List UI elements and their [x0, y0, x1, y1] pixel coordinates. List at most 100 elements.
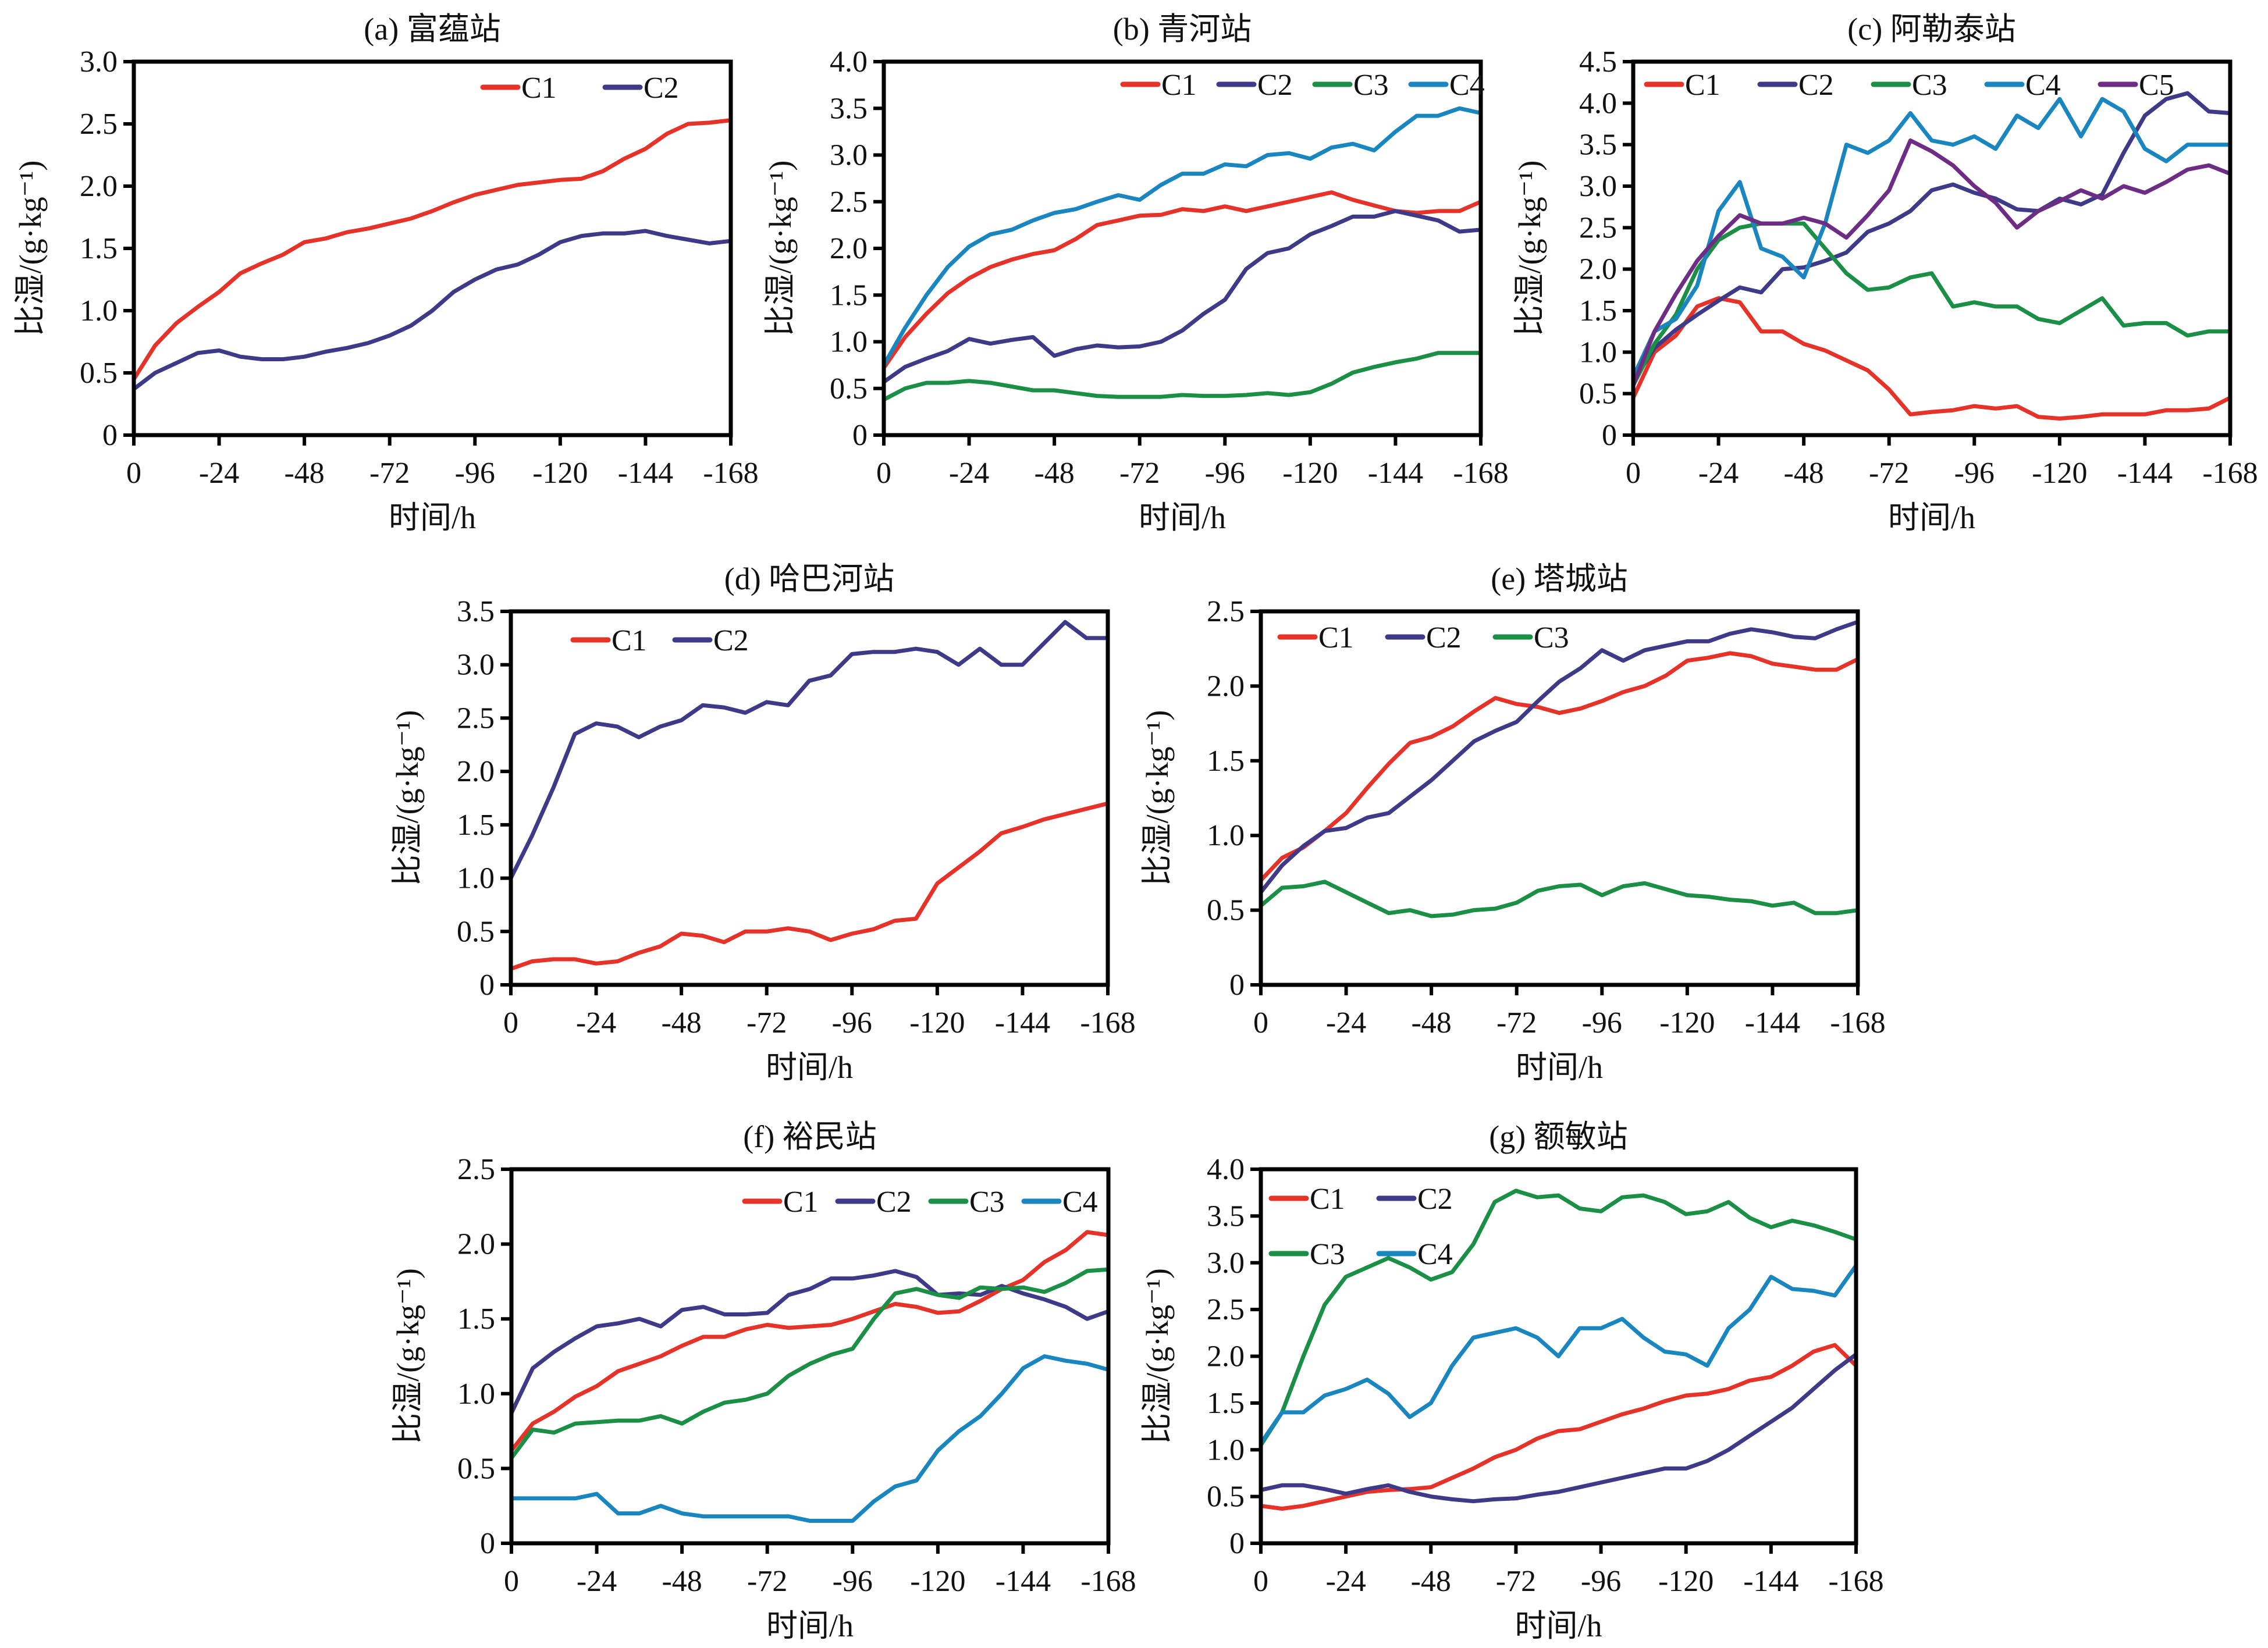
x-tick-label: -96	[832, 1006, 872, 1040]
series-line-c3	[1631, 221, 2233, 387]
panel-title: (f) 裕民站	[743, 1119, 876, 1154]
series-line-c5	[1631, 138, 2233, 387]
x-tick-label: -72	[1119, 457, 1160, 490]
x-tick-label: -144	[1743, 1565, 1798, 1598]
legend-label: C3	[969, 1186, 1005, 1219]
y-tick-label: 1.0	[1579, 336, 1617, 369]
y-tick-label: 0.5	[1207, 1480, 1245, 1514]
series-line-c1	[509, 1230, 1111, 1453]
series-line-c1	[509, 801, 1110, 971]
x-tick-label: -24	[1698, 457, 1739, 490]
y-tick-label: 1.0	[1207, 1433, 1245, 1467]
y-tick-label: 0.5	[457, 915, 495, 948]
x-tick-label: -72	[369, 457, 410, 490]
x-tick-label: -48	[1783, 457, 1823, 490]
legend-item-c2: C2	[1757, 69, 1834, 102]
panel-b: (b) 青河站 0 0.5 1.0 1.5 2.0 2.5 3.0 3.5 4.0 0 -24 -48 -…	[763, 12, 1509, 535]
legend-item-c1: C1	[1644, 69, 1720, 102]
y-tick-label: 2.5	[1579, 211, 1617, 244]
x-tick-label: -24	[1326, 1006, 1366, 1040]
y-tick-label: 2.5	[830, 186, 868, 219]
legend-item-c4: C4	[1376, 1238, 1453, 1271]
legend-label: C1	[1685, 69, 1720, 102]
plot-frame	[509, 1167, 1111, 1546]
legend-label: C2	[1798, 69, 1834, 102]
legend-label: C2	[713, 624, 749, 657]
y-tick-label: 2.5	[1207, 1293, 1245, 1326]
x-tick-label: -96	[1205, 457, 1245, 490]
panel-title: (e) 塔城站	[1491, 561, 1627, 596]
x-tick-label: -168	[1828, 1565, 1883, 1598]
legend-label: C1	[1161, 69, 1197, 102]
y-axis-title: 比湿/(g·kg⁻¹)	[390, 710, 425, 887]
x-tick-label: -120	[910, 1565, 965, 1598]
panel-d: (d) 哈巴河站 0 0.5 1.0 1.5 2.0 2.5 3.0 3.5 0 -24 -48 -72…	[390, 561, 1136, 1085]
x-tick-label: 0	[876, 457, 891, 490]
x-tick-label: -168	[1830, 1006, 1885, 1040]
y-tick-label: 0	[1229, 1527, 1245, 1560]
y-tick-label: 3.0	[457, 649, 495, 682]
legend-label: C4	[2025, 69, 2061, 102]
x-tick-label: 0	[1253, 1006, 1268, 1040]
x-tick-label: -120	[909, 1006, 965, 1040]
x-tick-label: -144	[1368, 457, 1423, 490]
legend-item-c1: C1	[1120, 69, 1197, 102]
x-tick-label: -96	[455, 457, 495, 490]
y-tick-label: 1.5	[457, 1302, 495, 1336]
legend-item-c3: C3	[928, 1186, 1005, 1219]
y-tick-label: 1.0	[1207, 819, 1245, 852]
plot-frame	[1259, 609, 1860, 987]
series-line-c4	[1631, 97, 2233, 379]
legend-label: C1	[1310, 1183, 1345, 1216]
y-tick-label: 0	[1602, 419, 1617, 452]
series-line-c1	[1259, 1343, 1858, 1511]
x-axis-title: 时间/h	[1888, 500, 1975, 535]
legend-label: C1	[521, 72, 557, 105]
panel-title: (c) 阿勒泰站	[1847, 12, 2015, 47]
y-tick-label: 2.5	[457, 1153, 495, 1186]
legend: C1 C2 C3	[1277, 621, 1569, 654]
y-tick-label: 4.0	[1207, 1153, 1245, 1186]
legend-label: C2	[644, 72, 679, 105]
y-tick-label: 2.0	[830, 232, 868, 265]
y-tick-label: 1.5	[457, 809, 495, 842]
y-tick-label: 1.0	[830, 326, 868, 359]
x-tick-label: -48	[1034, 457, 1074, 490]
x-tick-label: -48	[661, 1006, 701, 1040]
x-tick-label: 0	[504, 1565, 519, 1598]
x-axis-title: 时间/h	[1516, 1050, 1603, 1085]
x-tick-label: -120	[1659, 1006, 1715, 1040]
series-line-c2	[509, 620, 1110, 881]
x-tick-label: -48	[1411, 1565, 1451, 1598]
panel-c: (c) 阿勒泰站 0 0.5 1.0 1.5 2.0 2.5 3.0 3.5 4.0 4.5 0 -24…	[1512, 12, 2258, 535]
x-tick-label: -120	[532, 457, 588, 490]
legend-label: C5	[2139, 69, 2174, 102]
legend-label: C4	[1449, 69, 1485, 102]
legend-label: C2	[876, 1186, 912, 1219]
y-tick-label: 2.5	[457, 702, 495, 735]
x-tick-label: -48	[1411, 1006, 1451, 1040]
series-line-c2	[131, 229, 733, 391]
x-tick-label: -72	[746, 1006, 787, 1040]
panel-g: (g) 额敏站 0 0.5 1.0 1.5 2.0 2.5 3.0 3.5 4.0 0 -24 -48 -…	[1140, 1119, 1884, 1643]
legend-item-c2: C2	[1376, 1183, 1453, 1216]
legend-item-c5: C5	[2098, 69, 2174, 102]
legend: C1 C2	[570, 624, 749, 657]
panel-title: (d) 哈巴河站	[724, 561, 894, 596]
x-tick-label: -144	[618, 457, 673, 490]
y-tick-label: 4.5	[1579, 45, 1617, 79]
series-line-c4	[1259, 1263, 1858, 1446]
x-axis-title: 时间/h	[389, 500, 476, 535]
legend-label: C2	[1417, 1183, 1453, 1216]
x-axis-title: 时间/h	[1139, 500, 1226, 535]
y-tick-label: 2.5	[1207, 595, 1245, 628]
legend-label: C1	[1318, 621, 1354, 654]
plot-frame	[1631, 59, 2233, 437]
legend-item-c3: C3	[1492, 621, 1569, 654]
x-tick-label: -24	[576, 1006, 616, 1040]
plot-frame	[509, 609, 1110, 987]
y-tick-label: 3.5	[1207, 1199, 1245, 1233]
x-tick-label: -144	[996, 1565, 1051, 1598]
legend-label: C2	[1257, 69, 1293, 102]
